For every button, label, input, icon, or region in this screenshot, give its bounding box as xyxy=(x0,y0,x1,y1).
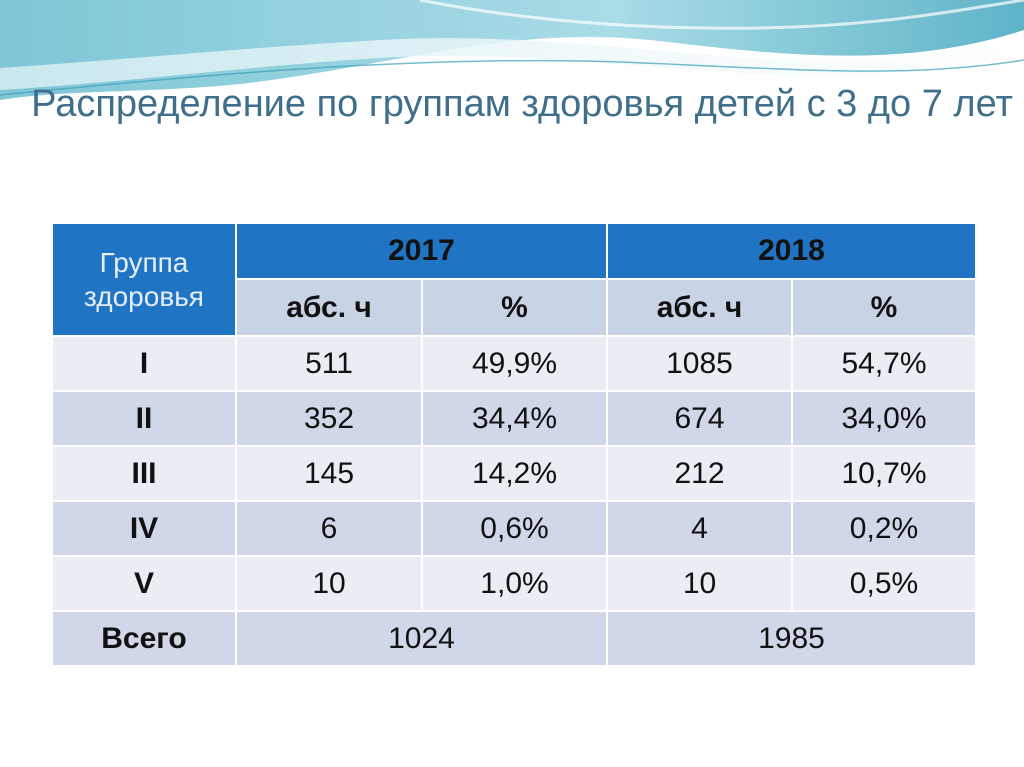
cell-abs-2017: 6 xyxy=(235,500,423,557)
table-row: II 352 34,4% 674 34,0% xyxy=(51,390,977,447)
decorative-wave-header xyxy=(0,0,1024,100)
slide-title: Распределение по группам здоровья детей … xyxy=(31,83,1013,125)
header-year-2017: 2017 xyxy=(235,222,608,280)
cell-abs-2018: 674 xyxy=(606,390,793,447)
table-row: I 511 49,9% 1085 54,7% xyxy=(51,335,977,392)
header-year-2018: 2018 xyxy=(606,222,977,280)
table-row: IV 6 0,6% 4 0,2% xyxy=(51,500,977,557)
table-row: V 10 1,0% 10 0,5% xyxy=(51,555,977,612)
subheader-pct-2017: % xyxy=(421,278,608,337)
cell-abs-2018: 4 xyxy=(606,500,793,557)
row-group-label: II xyxy=(51,390,237,447)
cell-pct-2017: 49,9% xyxy=(421,335,608,392)
subheader-abs-2017: абс. ч xyxy=(235,278,423,337)
cell-pct-2018: 54,7% xyxy=(791,335,977,392)
table-row-total: Всего 1024 1985 xyxy=(51,610,977,667)
cell-abs-2017: 145 xyxy=(235,445,423,502)
cell-pct-2018: 34,0% xyxy=(791,390,977,447)
row-group-label: IV xyxy=(51,500,237,557)
total-2017: 1024 xyxy=(235,610,608,667)
cell-pct-2017: 14,2% xyxy=(421,445,608,502)
cell-pct-2018: 10,7% xyxy=(791,445,977,502)
cell-pct-2017: 0,6% xyxy=(421,500,608,557)
cell-abs-2017: 511 xyxy=(235,335,423,392)
subheader-pct-2018: % xyxy=(791,278,977,337)
cell-pct-2018: 0,2% xyxy=(791,500,977,557)
cell-pct-2017: 1,0% xyxy=(421,555,608,612)
cell-abs-2017: 352 xyxy=(235,390,423,447)
row-group-label: III xyxy=(51,445,237,502)
health-groups-table: Группа здоровья 2017 2018 абс. ч % абс. … xyxy=(51,222,977,667)
cell-abs-2018: 212 xyxy=(606,445,793,502)
cell-pct-2018: 0,5% xyxy=(791,555,977,612)
cell-abs-2017: 10 xyxy=(235,555,423,612)
total-label: Всего xyxy=(51,610,237,667)
row-group-label: V xyxy=(51,555,237,612)
subheader-abs-2018: абс. ч xyxy=(606,278,793,337)
total-2018: 1985 xyxy=(606,610,977,667)
cell-abs-2018: 10 xyxy=(606,555,793,612)
table-row: III 145 14,2% 212 10,7% xyxy=(51,445,977,502)
row-group-label: I xyxy=(51,335,237,392)
cell-pct-2017: 34,4% xyxy=(421,390,608,447)
cell-abs-2018: 1085 xyxy=(606,335,793,392)
header-health-group: Группа здоровья xyxy=(51,222,237,337)
